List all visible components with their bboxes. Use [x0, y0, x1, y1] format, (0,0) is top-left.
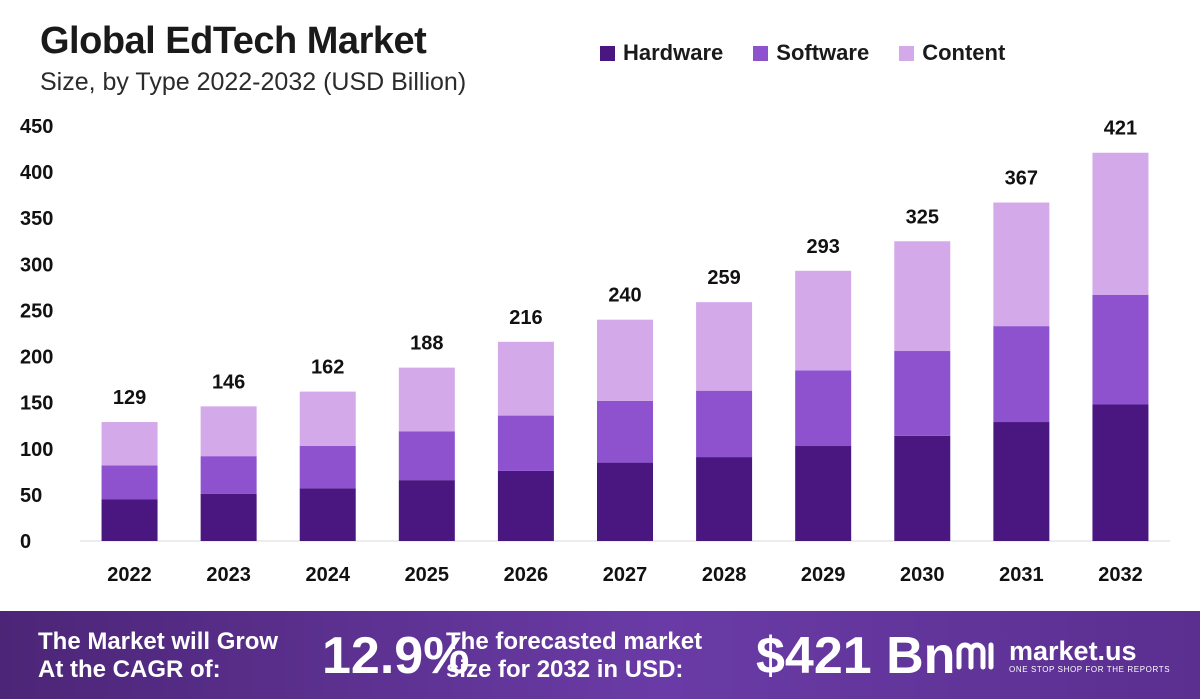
legend-item-hardware: Hardware	[600, 40, 723, 66]
bar-total-label: 325	[906, 206, 939, 228]
bar-segment-content	[993, 202, 1050, 327]
legend-swatch-content	[899, 45, 915, 61]
brand-text: market.us ONE STOP SHOP FOR THE REPORTS	[1009, 637, 1170, 675]
chart-subtitle: Size, by Type 2022-2032 (USD Billion)	[40, 68, 467, 96]
y-tick-label: 50	[20, 485, 42, 507]
x-tick-label: 2022	[107, 564, 152, 586]
x-tick-label: 2032	[1098, 564, 1143, 586]
bar-segment-content	[795, 270, 852, 371]
market-us-logo-icon	[956, 642, 994, 670]
y-tick-label: 250	[20, 300, 53, 322]
bar-total-label: 162	[311, 357, 344, 379]
y-tick-label: 350	[20, 208, 53, 230]
cagr-label-line1: The Market will Grow	[38, 628, 279, 655]
x-tick-label: 2029	[801, 564, 846, 586]
summary-banner: The Market will Grow At the CAGR of: 12.…	[0, 611, 1200, 699]
legend-label-hardware: Hardware	[623, 40, 724, 65]
x-tick-label: 2023	[206, 564, 251, 586]
bar-segment-software	[993, 326, 1050, 423]
bar-segment-content	[497, 341, 554, 416]
legend-label-content: Content	[922, 40, 1006, 65]
y-tick-label: 450	[20, 116, 53, 138]
bar-segment-software	[200, 456, 257, 494]
y-tick-label: 200	[20, 347, 53, 369]
brand-block: market.us ONE STOP SHOP FOR THE REPORTS	[955, 637, 1170, 675]
bar-segment-hardware	[795, 446, 852, 541]
bar-segment-hardware	[597, 462, 653, 541]
bar-segment-software	[597, 400, 653, 463]
bar-segment-content	[200, 406, 257, 457]
bar-segment-content	[299, 391, 356, 447]
brand-tagline: ONE STOP SHOP FOR THE REPORTS	[1009, 665, 1171, 674]
bar-total-label: 421	[1104, 118, 1137, 140]
bar-segment-software	[1092, 294, 1149, 405]
bar-total-label: 216	[509, 307, 542, 329]
bar-total-label: 188	[410, 333, 443, 355]
bar-segment-software	[696, 390, 753, 458]
y-tick-label: 150	[20, 393, 53, 415]
chart-title: Global EdTech Market	[40, 20, 427, 62]
bar-segment-hardware	[398, 480, 455, 541]
bar-segment-content	[597, 319, 653, 401]
cagr-label-line2: At the CAGR of:	[38, 656, 221, 683]
bar-segment-software	[497, 415, 554, 471]
bar-total-label: 129	[113, 387, 146, 409]
forecast-label: The forecasted market size for 2032 in U…	[446, 628, 702, 684]
bar-total-label: 240	[608, 285, 641, 307]
bar-segment-hardware	[299, 488, 356, 541]
bar-segment-hardware	[101, 499, 158, 541]
chart-legend: Hardware Software Content	[600, 40, 1005, 66]
x-tick-label: 2028	[702, 564, 747, 586]
bar-segment-hardware	[993, 422, 1050, 541]
bar-total-label: 146	[212, 371, 245, 393]
bar-segment-hardware	[200, 493, 257, 541]
y-tick-label: 100	[20, 439, 53, 461]
bar-segment-content	[696, 302, 753, 391]
legend-item-software: Software	[753, 40, 869, 66]
legend-swatch-hardware	[600, 45, 615, 61]
bar-segment-software	[795, 370, 852, 447]
bar-segment-content	[1092, 152, 1149, 295]
bar-segment-content	[894, 241, 951, 352]
bar-segment-hardware	[696, 457, 753, 541]
bar-segment-software	[894, 351, 951, 436]
bar-segment-hardware	[894, 435, 951, 541]
cagr-label: The Market will Grow At the CAGR of:	[38, 628, 278, 684]
bar-segment-hardware	[497, 470, 554, 541]
bar-segment-software	[398, 431, 455, 481]
y-tick-label: 300	[20, 254, 53, 276]
bar-segment-content	[398, 367, 455, 432]
x-tick-label: 2025	[405, 564, 450, 586]
forecast-value: $421 Bn	[756, 627, 956, 685]
x-tick-label: 2026	[504, 564, 549, 586]
legend-label-software: Software	[776, 40, 870, 65]
bar-total-label: 259	[707, 267, 740, 289]
x-tick-label: 2027	[603, 564, 648, 586]
y-tick-label: 400	[20, 162, 53, 184]
bar-segment-hardware	[1092, 404, 1149, 541]
legend-swatch-software	[753, 45, 769, 61]
forecast-label-line1: The forecasted market	[446, 628, 703, 655]
x-tick-label: 2024	[305, 564, 350, 586]
bar-segment-software	[101, 465, 158, 500]
brand-name: market.us	[1009, 636, 1137, 666]
x-tick-label: 2031	[999, 564, 1044, 586]
legend-item-content: Content	[899, 40, 1005, 66]
stacked-bar-chart: 0 50 100 150 200 250 300 350 400 450 129 2022 146 202…	[20, 116, 1170, 586]
x-tick-label: 2030	[900, 564, 945, 586]
bar-total-label: 367	[1005, 168, 1038, 190]
bar-total-label: 293	[806, 236, 839, 258]
y-tick-label: 0	[20, 531, 31, 553]
bar-segment-content	[101, 422, 158, 466]
cagr-value: 12.9%	[322, 627, 470, 685]
forecast-label-line2: size for 2032 in USD:	[446, 656, 684, 683]
bar-segment-software	[299, 446, 356, 489]
